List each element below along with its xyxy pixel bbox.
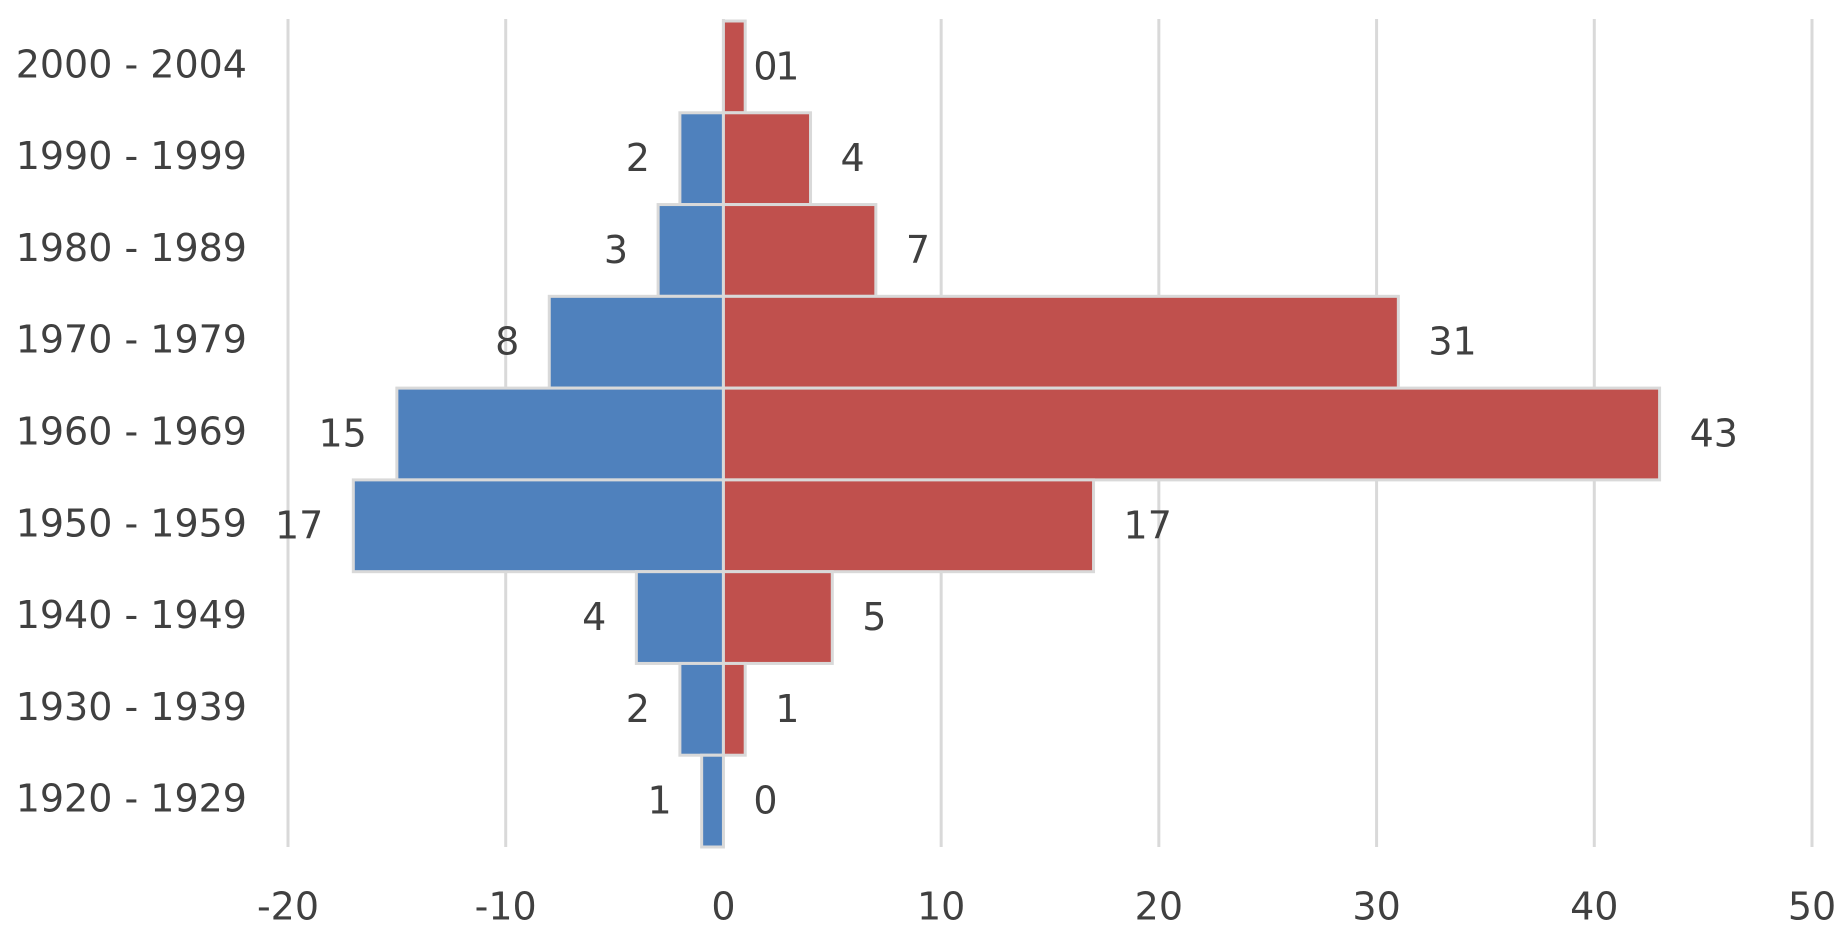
bar bbox=[678, 661, 725, 757]
data-label: 4 bbox=[841, 136, 865, 180]
x-tick-label: -10 bbox=[475, 885, 537, 929]
bar bbox=[721, 19, 747, 115]
y-tick-label: 1950 - 1959 bbox=[16, 501, 247, 545]
y-tick-label: 1990 - 1999 bbox=[16, 134, 247, 178]
bar bbox=[395, 386, 725, 482]
y-tick-label: 1980 - 1989 bbox=[16, 226, 247, 270]
data-label: 2 bbox=[626, 136, 650, 180]
bar bbox=[721, 203, 878, 298]
x-tick-label: 10 bbox=[917, 885, 965, 929]
data-label: 17 bbox=[275, 503, 323, 547]
y-tick-label: 1920 - 1929 bbox=[16, 777, 247, 821]
bar bbox=[656, 203, 725, 298]
y-tick-label: 1960 - 1969 bbox=[16, 410, 247, 454]
data-label: 5 bbox=[862, 595, 886, 639]
x-tick-label: 40 bbox=[1570, 885, 1618, 929]
bar bbox=[721, 386, 1662, 482]
y-tick-label: 1930 - 1939 bbox=[16, 685, 247, 729]
x-tick-label: 50 bbox=[1788, 885, 1836, 929]
data-label: 0 bbox=[753, 44, 777, 88]
data-label: 15 bbox=[318, 412, 366, 456]
data-label: 4 bbox=[582, 595, 606, 639]
x-tick-label: 0 bbox=[711, 885, 735, 929]
bar bbox=[721, 570, 834, 665]
data-label: 31 bbox=[1428, 320, 1476, 364]
x-tick-label: 30 bbox=[1352, 885, 1400, 929]
x-tick-label: 20 bbox=[1135, 885, 1183, 929]
bar bbox=[721, 478, 1096, 574]
data-label: 2 bbox=[626, 687, 650, 731]
data-label: 1 bbox=[647, 779, 671, 823]
data-label: 0 bbox=[753, 779, 777, 823]
bar bbox=[634, 570, 725, 665]
x-tick-label: -20 bbox=[257, 885, 319, 929]
bar bbox=[721, 661, 747, 757]
bar bbox=[678, 111, 725, 207]
bar bbox=[721, 294, 1400, 390]
data-label: 8 bbox=[495, 320, 519, 364]
data-label: 7 bbox=[906, 228, 930, 272]
y-tick-label: 1970 - 1979 bbox=[16, 318, 247, 362]
bar bbox=[721, 111, 813, 207]
bar bbox=[351, 478, 725, 574]
data-label: 1 bbox=[775, 44, 799, 88]
bar bbox=[547, 294, 725, 390]
data-label: 1 bbox=[775, 687, 799, 731]
bar bbox=[700, 753, 725, 849]
data-label: 3 bbox=[604, 228, 628, 272]
y-tick-label: 2000 - 2004 bbox=[16, 42, 247, 86]
data-label: 17 bbox=[1124, 503, 1172, 547]
data-label: 43 bbox=[1690, 412, 1738, 456]
y-tick-label: 1940 - 1949 bbox=[16, 593, 247, 637]
